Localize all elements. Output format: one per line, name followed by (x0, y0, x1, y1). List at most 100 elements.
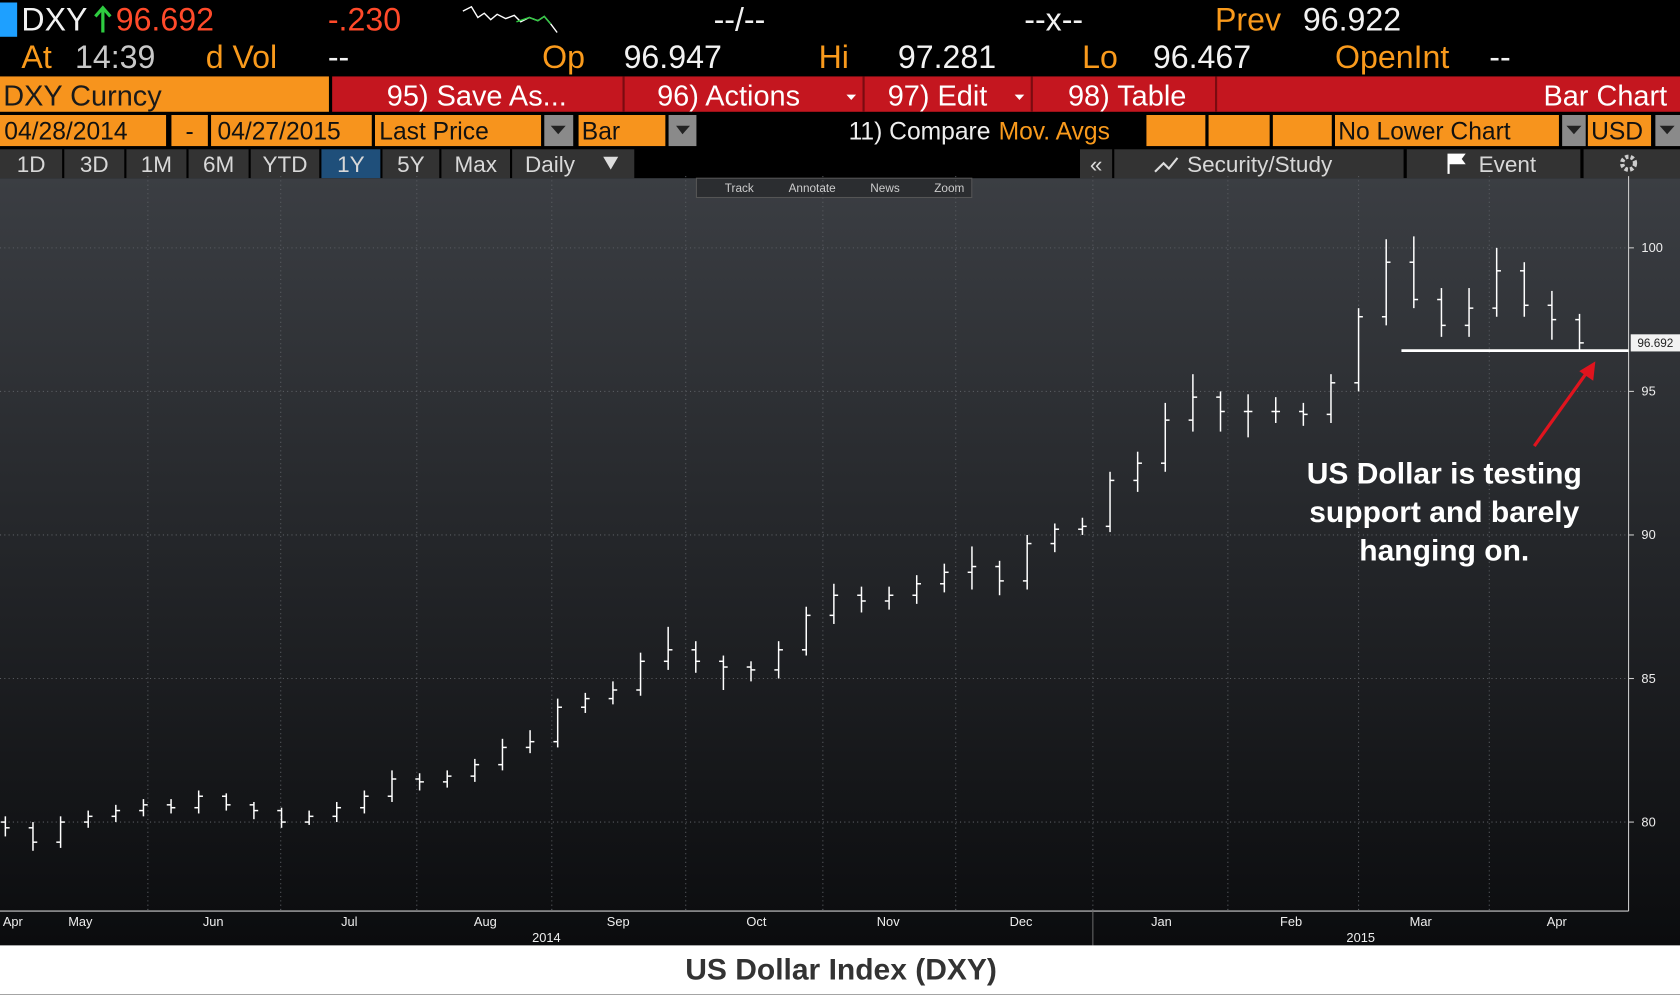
chart-tool[interactable]: Track (725, 182, 754, 195)
vol-label: d Vol (206, 39, 277, 75)
dash-field (171, 115, 208, 147)
x-tick-label: Dec (1010, 914, 1033, 929)
period-label[interactable]: 3D (80, 152, 109, 177)
x-tick-label: Jun (203, 914, 224, 929)
ticker-flag (0, 2, 18, 37)
collapse[interactable]: « (1090, 152, 1103, 177)
period-label[interactable]: 5Y (397, 152, 425, 177)
bid-ask-size: --x-- (1024, 1, 1083, 37)
x-tick-label: Jul (341, 914, 357, 929)
annotation-arrowhead (1579, 361, 1596, 381)
x-tick-label: Apr (3, 914, 24, 929)
y-tick-label: 90 (1641, 527, 1655, 542)
date-dash: - (186, 119, 194, 146)
x-tick-label: Oct (746, 914, 766, 929)
period-button[interactable] (188, 149, 249, 179)
x-tick-label: Apr (1547, 914, 1568, 929)
event[interactable]: Event (1479, 152, 1537, 177)
period-label[interactable]: 1M (141, 152, 172, 177)
settings-button[interactable] (1583, 149, 1680, 179)
start-field[interactable] (0, 115, 167, 147)
year-label: 2015 (1346, 930, 1375, 945)
annotation: hanging on. (1359, 535, 1529, 568)
toolbar-button[interactable]: 98) Table (1068, 80, 1186, 112)
open-label: Op (542, 39, 585, 75)
chart-tool[interactable]: News (870, 182, 900, 195)
blank-field (1272, 115, 1332, 147)
chart-tool[interactable]: Annotate (789, 182, 837, 195)
y-tick-label: 80 (1641, 814, 1655, 829)
study-icon (1154, 157, 1179, 173)
start-date[interactable]: 04/28/2014 (4, 119, 127, 146)
blank-field (1208, 115, 1270, 147)
toolbar (332, 76, 1680, 112)
low-label: Lo (1082, 39, 1118, 75)
period-label[interactable]: 6M (203, 152, 234, 177)
field-select[interactable] (375, 115, 542, 147)
last-value-label: 96.692 (1637, 337, 1673, 350)
end-field[interactable] (211, 115, 372, 147)
vol-value: -- (328, 39, 349, 75)
ticker: DXY (21, 1, 87, 37)
blank-field (1146, 115, 1206, 147)
annotation: US Dollar is testing (1307, 458, 1582, 491)
compare[interactable]: 11) Compare (849, 119, 991, 146)
period-button[interactable] (441, 149, 510, 179)
chart-tool[interactable]: Zoom (934, 182, 964, 195)
gear-icon (1619, 154, 1638, 172)
toolbar-button[interactable]: 96) Actions (657, 80, 800, 112)
x-tick-label: Feb (1280, 914, 1302, 929)
end-date[interactable]: 04/27/2015 (218, 119, 341, 146)
chart-tools (695, 177, 973, 199)
year-label: 2014 (532, 930, 561, 945)
annotation: support and barely (1309, 496, 1579, 529)
security-box[interactable] (0, 76, 329, 112)
low-value: 96.467 (1153, 39, 1251, 75)
period-button[interactable] (321, 149, 381, 179)
y-tick-label: 100 (1641, 240, 1662, 255)
frequency[interactable]: Daily (525, 152, 576, 177)
x-tick-label: Nov (877, 914, 900, 929)
collapse-button[interactable] (1080, 149, 1113, 179)
period-label[interactable]: 1Y (337, 152, 365, 177)
oi-label: OpenInt (1335, 39, 1449, 75)
y-tick-label: 85 (1641, 671, 1655, 686)
high-value: 97.281 (898, 39, 996, 75)
prev-value: 96.922 (1303, 1, 1401, 37)
last-value-box (1630, 334, 1680, 352)
prev-label: Prev (1215, 1, 1281, 37)
period-button[interactable] (250, 149, 320, 179)
event-button[interactable] (1406, 149, 1581, 179)
period-button[interactable] (126, 149, 187, 179)
period-label[interactable]: Max (454, 152, 497, 177)
field[interactable]: Last Price (379, 119, 489, 146)
security[interactable]: DXY Curncy (3, 80, 162, 112)
sparkline-tail (516, 15, 552, 25)
x-tick-label: May (68, 914, 93, 929)
lower-chart[interactable]: No Lower Chart (1338, 119, 1511, 146)
period-label[interactable]: 1D (17, 152, 46, 177)
period-label[interactable]: YTD (263, 152, 308, 177)
time: 14:39 (75, 39, 155, 75)
currency-select[interactable] (1587, 115, 1652, 147)
open-value: 96.947 (624, 39, 722, 75)
period-button[interactable] (0, 149, 63, 179)
caption-band (0, 945, 1680, 995)
toolbar-button[interactable]: 95) Save As... (387, 80, 567, 112)
study[interactable]: Security/Study (1187, 152, 1333, 177)
period-button[interactable] (382, 149, 440, 179)
x-tick-label: Mar (1410, 914, 1433, 929)
style[interactable]: Bar (582, 119, 620, 146)
style-select[interactable] (578, 115, 666, 147)
flag-icon (1447, 153, 1466, 174)
lower-select[interactable] (1335, 115, 1559, 147)
x-tick-label: Jan (1151, 914, 1172, 929)
settings-row (0, 115, 1680, 147)
currency[interactable]: USD (1591, 119, 1643, 146)
studies[interactable]: Mov. Avgs (999, 119, 1110, 146)
last-price: 96.692 (116, 1, 214, 37)
chart-area (0, 178, 1680, 946)
period-button[interactable] (64, 149, 125, 179)
toolbar-button[interactable]: 97) Edit (888, 80, 988, 112)
